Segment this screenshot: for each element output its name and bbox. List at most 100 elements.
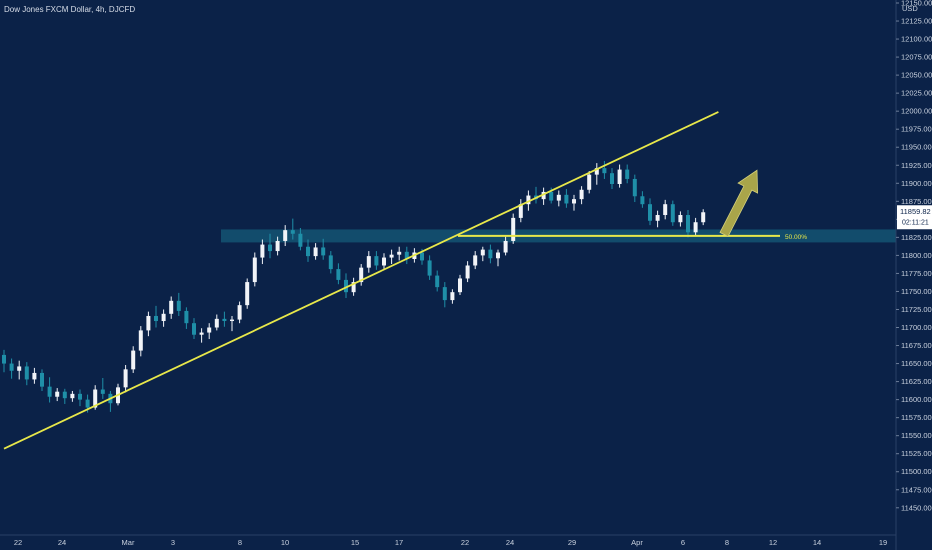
candle xyxy=(359,264,364,286)
candle-body xyxy=(648,204,652,221)
candle-body xyxy=(123,369,128,388)
price-tick-label: 12100.00 xyxy=(901,35,932,44)
candle xyxy=(313,243,318,260)
candle xyxy=(55,388,60,402)
candle xyxy=(564,189,569,208)
candle-body xyxy=(366,256,371,268)
price-tick-label: 11575.00 xyxy=(901,413,932,422)
candle-body xyxy=(9,363,14,371)
price-tick-label: 12075.00 xyxy=(901,53,932,62)
candle-body xyxy=(496,252,500,259)
candle xyxy=(496,249,500,267)
time-tick-label: 10 xyxy=(281,538,289,547)
price-tick-label: 11600.00 xyxy=(901,395,932,404)
candle xyxy=(306,239,310,262)
candle xyxy=(458,274,462,296)
candle xyxy=(275,236,280,256)
candle-body xyxy=(176,300,181,311)
candle xyxy=(572,194,576,211)
candle-body xyxy=(321,247,326,256)
candle-body xyxy=(40,372,44,387)
candle-body xyxy=(465,265,470,279)
candle-body xyxy=(199,332,204,335)
last-price-value: 11859.82 xyxy=(900,207,931,216)
candle-body xyxy=(131,350,136,370)
candle xyxy=(214,314,219,331)
time-tick-label: 17 xyxy=(395,538,403,547)
candle xyxy=(252,252,257,287)
candle-body xyxy=(313,247,318,257)
candle-body xyxy=(62,391,67,399)
candle xyxy=(587,171,592,194)
candle xyxy=(655,210,660,228)
candle xyxy=(9,358,14,379)
candle xyxy=(321,238,326,260)
candle-body xyxy=(564,194,569,204)
price-tick-label: 12150.00 xyxy=(901,0,932,8)
time-axis[interactable]: 22 24 Mar 3 8 10 15 17 22 24 29 Apr 6 8 12 14 19 xyxy=(0,534,896,547)
candle-body xyxy=(146,315,151,331)
candle xyxy=(78,389,82,407)
candle-body xyxy=(526,195,531,205)
candle-body xyxy=(47,386,52,397)
candle-body xyxy=(268,244,272,252)
candle xyxy=(670,200,675,226)
candle xyxy=(693,217,698,236)
candle-body xyxy=(389,254,394,258)
time-tick-label: Apr xyxy=(631,538,643,547)
bar-countdown: 02:11:21 xyxy=(902,219,929,226)
candle xyxy=(40,369,44,391)
price-tick-label: 11925.00 xyxy=(901,161,932,170)
candle-body xyxy=(138,330,143,351)
candle-body xyxy=(663,204,668,216)
price-tick-label: 11675.00 xyxy=(901,341,932,350)
last-price-tag[interactable] xyxy=(897,205,932,230)
candle xyxy=(222,311,227,327)
price-tick-label: 11625.00 xyxy=(901,377,932,386)
candle xyxy=(389,249,394,265)
candle xyxy=(382,253,386,270)
price-tick-label: 12000.00 xyxy=(901,107,932,116)
candle xyxy=(511,213,516,244)
ascending-trendline[interactable] xyxy=(3,111,719,450)
price-tick-label: 11650.00 xyxy=(901,359,932,368)
candle-body xyxy=(336,269,341,280)
price-tick-label: 11500.00 xyxy=(901,467,932,476)
candle-body xyxy=(283,230,288,241)
candle-body xyxy=(55,391,60,397)
candle xyxy=(541,187,546,205)
candle-body xyxy=(100,389,105,394)
candle xyxy=(366,251,371,273)
candle-body xyxy=(670,204,675,223)
candle xyxy=(199,328,204,343)
candle-body xyxy=(306,246,310,257)
candle-body xyxy=(655,215,660,221)
candle xyxy=(465,261,470,283)
candle xyxy=(169,296,174,319)
price-tick-label: 11525.00 xyxy=(901,449,932,458)
candle-body xyxy=(480,249,485,256)
time-tick-label: 29 xyxy=(568,538,576,547)
time-tick-label: 24 xyxy=(506,538,514,547)
candle-body xyxy=(85,399,90,408)
candle xyxy=(123,365,128,393)
candle-body xyxy=(678,215,683,223)
price-tick-label: 11875.00 xyxy=(901,197,932,206)
candle xyxy=(473,251,478,270)
candle-body xyxy=(154,315,158,322)
candle-body xyxy=(222,318,227,322)
candle xyxy=(397,246,402,261)
candle xyxy=(192,318,196,340)
fib-50-label: 50.00% xyxy=(785,234,807,241)
candle xyxy=(579,186,584,205)
candle xyxy=(648,198,652,226)
candle-body xyxy=(640,196,645,205)
bullish-target-arrow[interactable] xyxy=(719,169,759,238)
candle xyxy=(184,307,189,329)
candle xyxy=(176,292,181,316)
candle xyxy=(260,239,265,265)
candle xyxy=(617,164,622,188)
candle-body xyxy=(93,389,98,408)
